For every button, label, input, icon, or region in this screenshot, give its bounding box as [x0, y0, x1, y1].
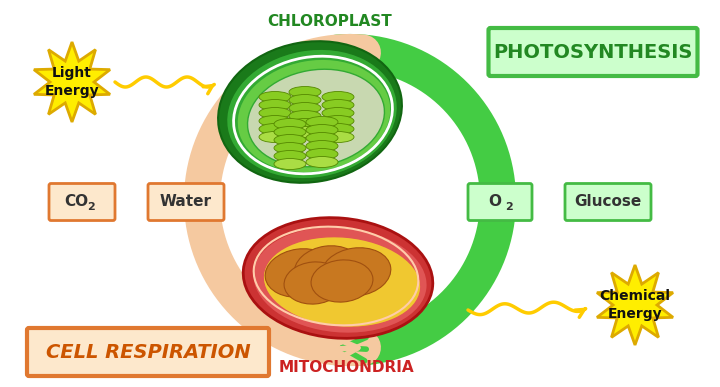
Text: Glucose: Glucose [575, 195, 642, 209]
Ellipse shape [322, 108, 354, 118]
Text: 2: 2 [505, 202, 513, 212]
Ellipse shape [274, 151, 306, 161]
Text: Water: Water [160, 195, 212, 209]
Ellipse shape [274, 159, 306, 170]
Ellipse shape [322, 123, 354, 135]
Ellipse shape [306, 149, 338, 159]
Ellipse shape [259, 99, 291, 111]
Ellipse shape [227, 49, 397, 179]
FancyBboxPatch shape [49, 183, 115, 221]
Ellipse shape [306, 125, 338, 135]
Ellipse shape [294, 246, 362, 294]
Ellipse shape [264, 236, 420, 327]
Ellipse shape [248, 69, 384, 167]
Ellipse shape [259, 108, 291, 118]
Ellipse shape [274, 118, 306, 130]
Ellipse shape [289, 127, 321, 137]
Ellipse shape [237, 59, 391, 173]
Ellipse shape [274, 142, 306, 154]
Ellipse shape [289, 118, 321, 130]
FancyBboxPatch shape [27, 328, 269, 376]
Ellipse shape [321, 248, 391, 296]
Ellipse shape [259, 123, 291, 135]
Ellipse shape [289, 111, 321, 122]
Ellipse shape [243, 217, 433, 338]
Ellipse shape [306, 132, 338, 144]
Text: Light
Energy: Light Energy [45, 66, 99, 98]
Ellipse shape [265, 249, 335, 297]
Polygon shape [597, 265, 673, 345]
Ellipse shape [289, 94, 321, 106]
Ellipse shape [322, 91, 354, 103]
FancyBboxPatch shape [488, 28, 698, 76]
Text: MITOCHONDRIA: MITOCHONDRIA [278, 360, 414, 375]
Ellipse shape [259, 91, 291, 103]
Ellipse shape [311, 260, 373, 302]
Ellipse shape [253, 227, 427, 333]
Ellipse shape [289, 103, 321, 113]
Text: CELL RESPIRATION: CELL RESPIRATION [45, 342, 251, 361]
Ellipse shape [306, 116, 338, 127]
FancyBboxPatch shape [148, 183, 224, 221]
Ellipse shape [306, 156, 338, 168]
Ellipse shape [322, 99, 354, 111]
Text: CHLOROPLAST: CHLOROPLAST [268, 14, 392, 29]
Text: O: O [488, 195, 502, 209]
Ellipse shape [218, 41, 402, 183]
Ellipse shape [274, 135, 306, 146]
Text: PHOTOSYNTHESIS: PHOTOSYNTHESIS [493, 43, 693, 62]
Ellipse shape [306, 140, 338, 151]
Text: 2: 2 [87, 202, 95, 212]
Ellipse shape [322, 115, 354, 127]
FancyBboxPatch shape [565, 183, 651, 221]
Ellipse shape [259, 115, 291, 127]
Polygon shape [34, 42, 110, 122]
FancyBboxPatch shape [468, 183, 532, 221]
Text: Chemical
Energy: Chemical Energy [600, 289, 670, 321]
Ellipse shape [289, 87, 321, 98]
Text: CO: CO [64, 195, 88, 209]
Ellipse shape [322, 132, 354, 142]
Ellipse shape [259, 132, 291, 142]
Ellipse shape [284, 262, 344, 304]
Ellipse shape [274, 127, 306, 137]
